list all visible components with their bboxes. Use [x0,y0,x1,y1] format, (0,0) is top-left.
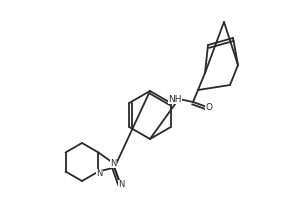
Text: O: O [206,102,212,112]
Text: NH: NH [168,95,182,104]
Text: N: N [110,159,117,168]
Text: N: N [118,180,124,189]
Text: N: N [96,169,103,178]
